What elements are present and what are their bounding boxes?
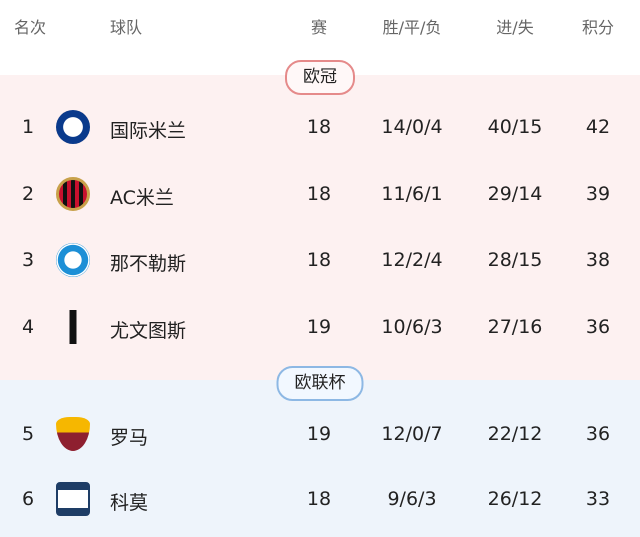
goals: 27/16 <box>487 316 543 338</box>
goals: 22/12 <box>487 423 543 445</box>
goals: 28/15 <box>487 249 543 271</box>
champions-league-zone <box>0 75 640 380</box>
header-wdl: 胜/平/负 <box>382 18 442 37</box>
table-row[interactable]: 6 科莫 18 9/6/3 26/12 33 <box>0 480 640 520</box>
wdl: 12/0/7 <box>381 423 443 445</box>
played: 18 <box>306 116 332 138</box>
team-name[interactable]: 那不勒斯 <box>110 253 187 275</box>
played: 18 <box>306 488 332 510</box>
played: 18 <box>306 183 332 205</box>
team-name[interactable]: 国际米兰 <box>110 120 187 142</box>
table-row[interactable]: 3 那不勒斯 18 12/2/4 28/15 38 <box>0 241 640 281</box>
wdl: 14/0/4 <box>381 116 443 138</box>
header-goals: 进/失 <box>496 18 534 37</box>
header-team: 球队 <box>110 18 143 37</box>
rank: 2 <box>21 183 35 205</box>
ac-milan-logo-icon <box>56 177 90 211</box>
header-rank: 名次 <box>14 18 47 37</box>
rank: 4 <box>21 316 35 338</box>
wdl: 10/6/3 <box>381 316 443 338</box>
roma-logo-icon <box>56 417 90 451</box>
header-points: 积分 <box>581 18 615 37</box>
rank: 5 <box>21 423 35 445</box>
wdl: 9/6/3 <box>387 488 437 510</box>
table-row[interactable]: 4 尤文图斯 19 10/6/3 27/16 36 <box>0 308 640 348</box>
points: 36 <box>585 423 611 445</box>
points: 39 <box>585 183 611 205</box>
played: 19 <box>306 423 332 445</box>
table-row[interactable]: 2 AC米兰 18 11/6/1 29/14 39 <box>0 175 640 215</box>
wdl: 11/6/1 <box>381 183 443 205</box>
played: 18 <box>306 249 332 271</box>
points: 38 <box>585 249 611 271</box>
rank: 1 <box>21 116 35 138</box>
points: 42 <box>585 116 611 138</box>
napoli-logo-icon <box>56 243 90 277</box>
inter-logo-icon <box>56 110 90 144</box>
goals: 26/12 <box>487 488 543 510</box>
wdl: 12/2/4 <box>381 249 443 271</box>
como-logo-icon <box>56 482 90 516</box>
team-name[interactable]: 尤文图斯 <box>110 320 187 342</box>
europa-league-zone <box>0 380 640 537</box>
played: 19 <box>306 316 332 338</box>
header-played: 赛 <box>310 18 328 37</box>
goals: 29/14 <box>487 183 543 205</box>
team-name[interactable]: 罗马 <box>110 427 149 449</box>
table-row[interactable]: 5 罗马 19 12/0/7 22/12 36 <box>0 415 640 455</box>
zone-badge-champions-league: 欧冠 <box>285 60 355 95</box>
points: 33 <box>585 488 611 510</box>
goals: 40/15 <box>487 116 543 138</box>
points: 36 <box>585 316 611 338</box>
juventus-logo-icon <box>56 310 90 344</box>
rank: 3 <box>21 249 35 271</box>
team-name[interactable]: AC米兰 <box>110 187 174 209</box>
zone-badge-europa-league: 欧联杯 <box>276 366 364 401</box>
team-name[interactable]: 科莫 <box>110 492 149 514</box>
table-header: 名次 球队 赛 胜/平/负 进/失 积分 <box>0 0 640 50</box>
rank: 6 <box>21 488 35 510</box>
table-row[interactable]: 1 国际米兰 18 14/0/4 40/15 42 <box>0 108 640 148</box>
